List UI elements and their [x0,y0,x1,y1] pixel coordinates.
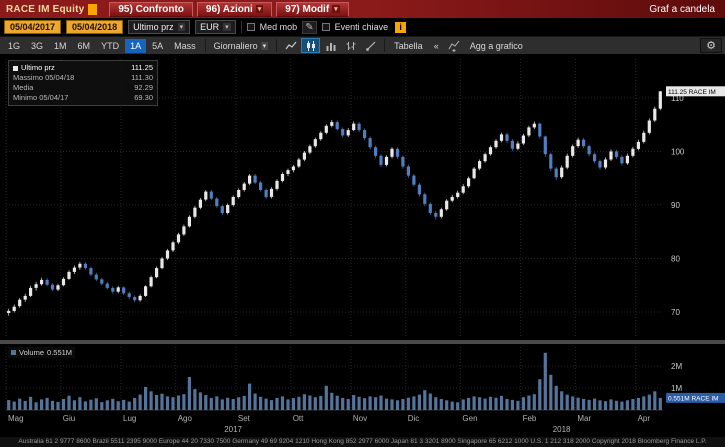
legend-mean-label: Media [13,83,34,92]
svg-text:2M: 2M [671,362,682,371]
legend-mean-row: Media 92.29 [13,83,153,93]
legend-low-label: Minimo 05/04/17 [13,93,69,102]
ohlc-chart-icon[interactable] [341,38,360,53]
svg-text:100: 100 [671,148,685,157]
eventi-chiave-checkbox[interactable] [321,23,330,31]
legend-last-label: Ultimo prz [21,63,55,72]
divider [276,39,278,52]
svg-text:Apr: Apr [638,414,651,423]
chart-area: 70 80 90 100 110 1M 2M Mag Giu Lug Ago Set Ott Nov Dic… [0,55,725,437]
menu-confronto-button[interactable]: 95) Confronto [109,1,193,17]
security-ticker[interactable]: RACE IM Equity [6,3,85,15]
svg-text:111.25 RACE IM: 111.25 RACE IM [668,89,716,96]
bar-chart-icon[interactable] [321,38,340,53]
svg-text:Dic: Dic [408,414,420,423]
currency-dropdown[interactable]: EUR ▾ [195,20,236,34]
legend-last-row: Ultimo prz 111.25 [13,63,153,73]
volume-legend: Volume 0.551M [8,347,76,358]
add-chart-icon[interactable] [445,38,464,53]
legend-mean-value: 92.29 [134,83,153,92]
volume-legend-value: 0.551M [47,348,73,357]
price-field-dropdown[interactable]: Ultimo prz ▾ [128,20,191,34]
input-cursor-block [88,3,98,15]
frequency-value: Giornaliero [213,40,258,51]
svg-text:70: 70 [671,308,680,317]
legend-last-value: 111.25 [131,63,153,72]
svg-text:110: 110 [671,94,684,103]
svg-text:90: 90 [671,201,680,210]
menu-azioni-button[interactable]: 96) Azioni ▾ [196,1,273,17]
tabella-button[interactable]: Tabella [394,40,423,51]
frequency-dropdown[interactable]: Giornaliero ▾ [210,39,273,53]
candlestick-chart-icon[interactable] [301,38,321,53]
collapse-panel-button[interactable]: « [433,40,439,51]
line-chart-icon[interactable] [281,38,300,53]
menu-modif-button[interactable]: 97) Modif ▾ [276,1,349,17]
volume-swatch-icon [11,350,16,355]
period-1a-button[interactable]: 1A [125,38,147,53]
svg-text:0.551M RACE IM: 0.551M RACE IM [668,395,719,402]
eventi-chiave-label: Eventi chiave [334,22,389,32]
svg-text:80: 80 [671,255,680,264]
svg-text:Mar: Mar [577,414,591,423]
agg-a-grafico-button[interactable]: Agg a grafico [469,40,523,51]
divider [204,39,206,52]
legend-high-value: 111.30 [131,73,153,82]
info-icon[interactable]: i [395,21,407,33]
period-1m-button[interactable]: 1M [54,40,67,51]
price-legend: Ultimo prz 111.25 Massimo 05/04/18 111.3… [8,60,158,106]
svg-text:Giu: Giu [63,414,75,423]
chevron-down-icon: ▾ [255,5,264,13]
period-3g-button[interactable]: 3G [31,40,44,51]
divider [384,39,386,52]
svg-text:1M: 1M [671,384,682,393]
svg-text:Mag: Mag [8,414,24,423]
legend-high-row: Massimo 05/04/18 111.30 [13,73,153,83]
price-volume-chart-canvas[interactable]: 70 80 90 100 110 1M 2M Mag Giu Lug Ago Set Ott Nov Dic… [0,55,725,437]
date-to-field[interactable]: 05/04/2018 [66,20,124,34]
med-mob-label: Med mob [259,22,298,32]
price-field-value: Ultimo prz [133,22,174,32]
date-from-field[interactable]: 05/04/2017 [4,20,62,34]
control-row: 05/04/2017 05/04/2018 Ultimo prz ▾ EUR ▾… [0,18,725,36]
svg-text:Set: Set [238,414,251,423]
svg-text:Ago: Ago [178,414,193,423]
menu-modif-label: 97) Modif [285,3,330,15]
chevron-down-icon: ▾ [260,41,269,50]
chevron-down-icon: ▾ [223,23,231,31]
series-swatch-icon [13,65,18,71]
svg-text:Feb: Feb [523,414,537,423]
svg-text:Gen: Gen [462,414,477,423]
svg-text:Lug: Lug [123,414,136,423]
chevron-down-icon: ▾ [332,5,340,13]
currency-value: EUR [200,22,220,32]
svg-text:Ott: Ott [293,414,304,423]
period-6m-button[interactable]: 6M [77,40,91,51]
menu-confronto-label: 95) Confronto [118,3,184,15]
period-ytd-button[interactable]: YTD [101,40,120,51]
chart-toolbar: 1G 3G 1M 6M YTD 1A 5A Mass Giornaliero ▾… [0,36,725,55]
period-1g-button[interactable]: 1G [8,40,21,51]
annotate-chart-icon[interactable] [361,38,380,53]
legend-low-value: 69.30 [134,93,153,102]
svg-text:2018: 2018 [553,425,571,434]
svg-text:2017: 2017 [224,425,242,434]
edit-pencil-icon[interactable]: ✎ [302,20,317,34]
status-bar: Australia 61 2 9777 8600 Brazil 5511 239… [0,437,725,447]
menu-azioni-label: 96) Azioni [205,3,253,15]
legend-high-label: Massimo 05/04/18 [13,73,75,82]
divider [240,21,242,33]
chevron-down-icon: ▾ [177,23,186,31]
top-menu-bar: RACE IM Equity 95) Confronto 96) Azioni … [0,0,725,18]
function-title: Graf a candela [649,3,715,15]
period-5a-button[interactable]: 5A [152,40,164,51]
volume-legend-label: Volume [19,348,45,357]
svg-text:Nov: Nov [353,414,367,423]
gear-icon[interactable]: ⚙ [700,38,722,53]
med-mob-checkbox[interactable] [246,23,255,31]
legend-low-row: Minimo 05/04/17 69.30 [13,93,153,103]
period-mass-button[interactable]: Mass [174,40,196,51]
